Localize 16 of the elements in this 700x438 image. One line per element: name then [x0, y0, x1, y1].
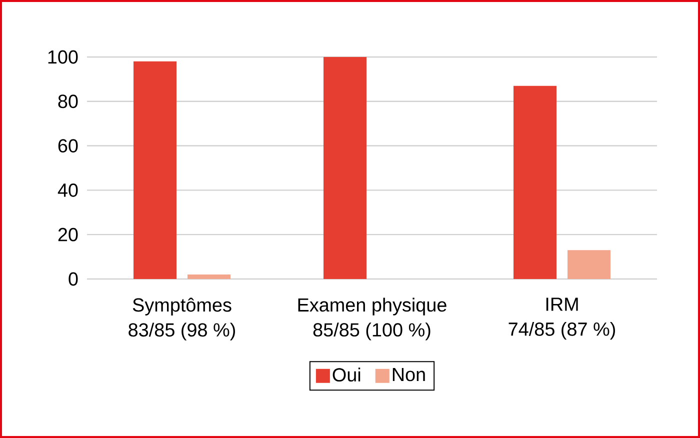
y-tick-label: 60: [58, 139, 78, 152]
y-tick-label: 40: [58, 183, 78, 197]
legend-label: Non: [392, 368, 425, 382]
y-tick-label: 80: [58, 94, 78, 108]
y-tick-label: 0: [68, 272, 78, 286]
y-tick-label: 100: [48, 50, 78, 64]
x-tick-label: Symptômes 83/85 (98 %): [128, 298, 235, 340]
bar: [188, 274, 231, 279]
legend-label: Oui: [332, 368, 360, 382]
bar: [324, 56, 367, 279]
bar: [134, 61, 177, 279]
bar: [514, 86, 557, 279]
x-tick-label: Examen physique 85/85 (100 %): [298, 298, 446, 340]
bar: [568, 250, 611, 279]
x-tick-label: IRM 74/85 (87 %): [508, 298, 615, 340]
y-tick-label: 20: [58, 228, 78, 242]
